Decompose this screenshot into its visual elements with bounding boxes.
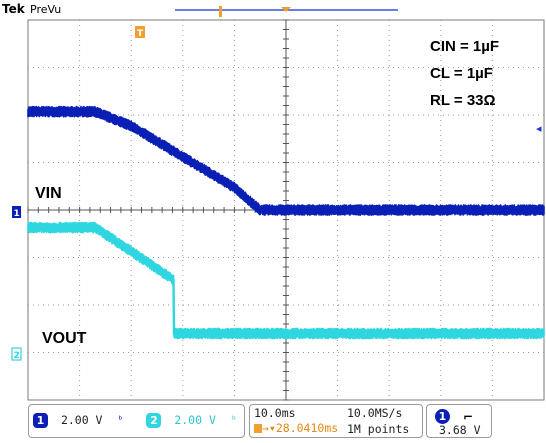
horizontal-settings-panel[interactable]: 10.0ms 10.0MS/s →▾28.0410ms 1M points bbox=[249, 404, 423, 438]
ch2-bandwidth-limit-icon: ᵇ bbox=[230, 415, 237, 426]
annotation-cl: CL = 1µF bbox=[430, 65, 493, 82]
annotation-cin: CIN = 1µF bbox=[430, 38, 499, 55]
annotation-rl: RL = 33Ω bbox=[430, 92, 496, 109]
trace-vin bbox=[28, 110, 544, 212]
trigger-offset: 28.0410ms bbox=[275, 421, 339, 435]
ch2-ground-marker-label: 2 bbox=[14, 351, 20, 361]
record-window-marker[interactable] bbox=[219, 6, 222, 17]
ch1-scale: 2.00 V bbox=[60, 413, 103, 427]
vin-trace-label: VIN bbox=[35, 185, 62, 202]
ch2-scale: 2.00 V bbox=[174, 413, 216, 427]
ch1-ground-marker[interactable]: 1 bbox=[12, 206, 21, 219]
trigger-settings-panel[interactable]: 1 ⌐ 3.68 V bbox=[426, 404, 492, 438]
trigger-position-icon[interactable] bbox=[281, 7, 291, 12]
falling-edge-icon: ⌐ bbox=[463, 410, 474, 424]
trigger-marker-icon bbox=[135, 26, 145, 38]
ch1-ground-marker-label: 1 bbox=[14, 209, 20, 219]
trigger-offset-row: →▾28.0410ms bbox=[254, 421, 338, 435]
vertical-settings-panel[interactable]: 1 2.00 V ᵇ 2 2.00 V ᵇ bbox=[28, 404, 245, 438]
timebase: 10.0ms bbox=[254, 406, 296, 420]
sample-rate: 10.0MS/s bbox=[347, 406, 403, 420]
trace-vout bbox=[28, 226, 544, 335]
record-length: 1M points bbox=[347, 422, 410, 436]
trigger-offset-icon bbox=[254, 424, 262, 433]
ch2-ground-marker[interactable]: 2 bbox=[11, 347, 22, 361]
trigger-level-arrow-icon[interactable]: ◂ bbox=[536, 122, 542, 135]
trigger-offset-arrow-icon: →▾ bbox=[262, 421, 276, 435]
ch1-ground-marker-box bbox=[12, 206, 21, 218]
ch1-bandwidth-limit-icon: ᵇ bbox=[117, 415, 124, 426]
trigger-channel-badge[interactable]: 1 bbox=[435, 409, 450, 424]
ch1-badge[interactable]: 1 bbox=[33, 413, 48, 428]
ch2-ground-marker-box bbox=[11, 347, 22, 361]
trigger-level: 3.68 V bbox=[439, 423, 481, 437]
brand-label: Tek bbox=[2, 2, 26, 16]
ch2-badge[interactable]: 2 bbox=[146, 413, 162, 428]
status-bar: 1 2.00 V ᵇ 2 2.00 V ᵇ 10.0ms 10.0MS/s →▾… bbox=[0, 402, 546, 443]
trigger-marker-label: T bbox=[137, 29, 144, 39]
trigger-source-row: 1 ⌐ bbox=[435, 406, 473, 425]
vout-trace-label: VOUT bbox=[42, 330, 87, 347]
waveform-traces bbox=[27, 105, 545, 340]
vertical-settings-row: 1 2.00 V ᵇ 2 2.00 V ᵇ bbox=[33, 413, 237, 428]
mode-label: PreVu bbox=[30, 3, 61, 16]
